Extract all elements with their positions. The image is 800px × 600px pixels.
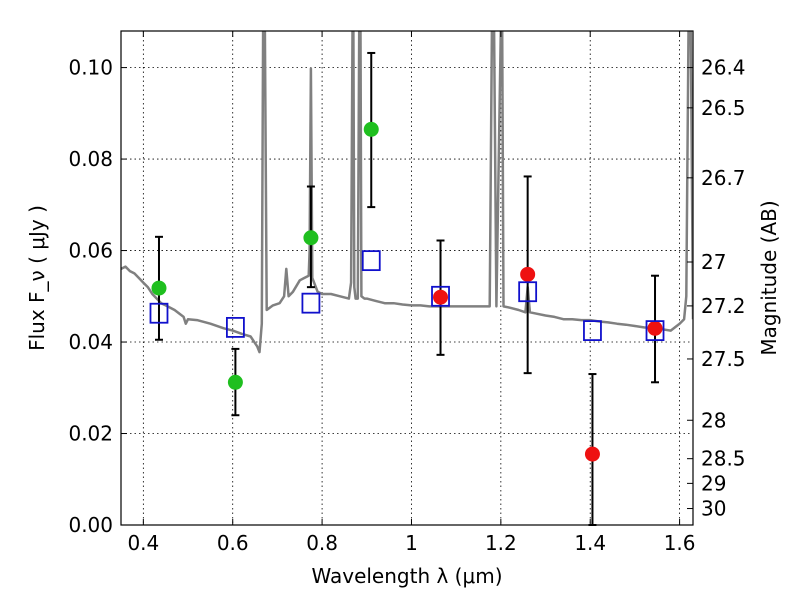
right-tick-label: 27.5 xyxy=(701,347,746,371)
blue-square-point xyxy=(149,302,169,324)
right-tick-label: 28 xyxy=(701,408,726,432)
x-tick-label: 1 xyxy=(405,531,418,555)
right-tick-label: 27.2 xyxy=(701,294,746,318)
blue-square-point xyxy=(431,285,450,307)
y-axis: 0.00 0.02 0.04 0.06 0.08 0.10 xyxy=(68,56,127,537)
red-circle-point xyxy=(647,320,663,336)
y-tick-label: 0.00 xyxy=(68,513,113,537)
right-axis-title: Magnitude (AB) xyxy=(757,200,781,355)
data-markers xyxy=(149,121,665,462)
x-axis: 0.4 0.6 0.8 1 1.2 1.4 1.6 xyxy=(127,31,696,555)
plot-background xyxy=(121,31,693,525)
green-circle-point xyxy=(303,230,319,246)
right-tick-label: 30 xyxy=(701,497,726,521)
blue-square-point xyxy=(518,281,538,303)
x-tick-label: 1.2 xyxy=(485,531,517,555)
green-circle-point xyxy=(151,280,167,296)
blue-square-point xyxy=(645,320,665,342)
x-tick-label: 0.8 xyxy=(306,531,338,555)
y-tick-label: 0.04 xyxy=(68,330,113,354)
red-circle-point xyxy=(584,446,600,462)
x-tick-label: 0.4 xyxy=(127,531,159,555)
model-spectrum xyxy=(121,31,693,354)
y-tick-label: 0.08 xyxy=(68,147,113,171)
y-tick-label: 0.02 xyxy=(68,422,113,446)
y-tick-label: 0.06 xyxy=(68,239,113,263)
blue-square-point xyxy=(361,250,381,272)
right-tick-label: 26.5 xyxy=(701,96,746,120)
right-tick-label: 29 xyxy=(701,471,726,495)
blue-square-point xyxy=(225,316,245,338)
red-circle-point xyxy=(520,266,536,282)
red-circle-point xyxy=(433,289,449,305)
y-tick-label: 0.10 xyxy=(68,56,113,80)
blue-square-point xyxy=(301,292,321,314)
x-tick-label: 1.4 xyxy=(574,531,606,555)
right-tick-label: 26.7 xyxy=(701,166,746,190)
green-circle-point xyxy=(363,121,379,137)
x-axis-title: Wavelength λ (μm) xyxy=(311,564,502,588)
x-tick-label: 1.6 xyxy=(664,531,696,555)
green-circle-point xyxy=(227,374,243,390)
x-tick-label: 0.6 xyxy=(217,531,249,555)
right-tick-label: 27 xyxy=(701,250,726,274)
right-tick-label: 26.4 xyxy=(701,56,746,80)
plot-frame xyxy=(120,30,694,526)
blue-square-point xyxy=(583,320,602,342)
y-axis-title: Flux F_ν ( μJy ) xyxy=(25,205,49,351)
spectrum-line xyxy=(121,31,693,354)
right-tick-label: 28.5 xyxy=(701,447,746,471)
